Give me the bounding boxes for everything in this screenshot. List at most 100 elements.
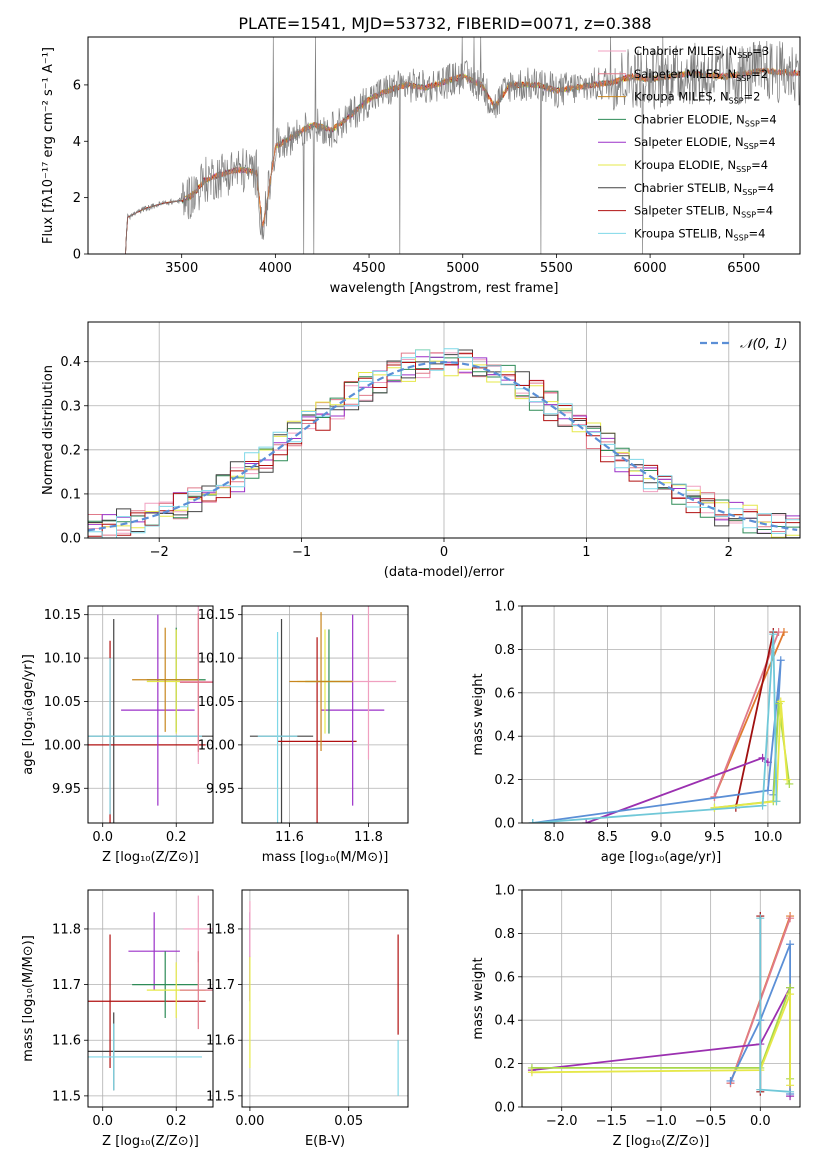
x-tick-label: 4500	[353, 261, 386, 276]
panels: 3500 4000 4500 5000 5500 6000 6500 0 2 4 6 waveleng…	[21, 36, 801, 1149]
x-tick-label: −1	[292, 545, 311, 560]
legend-label: Salpeter ELODIE, NSSP=4	[634, 135, 776, 151]
axis-frame	[87, 321, 801, 539]
axis-frame	[87, 889, 214, 1108]
x-tick-label: 5000	[446, 261, 479, 276]
legend-label: Salpeter MILES, NSSP=2	[634, 67, 768, 83]
x-tick-label: −1.0	[645, 1114, 677, 1129]
y-tick-label: 9.95	[52, 782, 81, 797]
y-tick-label: 0.2	[494, 1057, 515, 1072]
weight-series-line	[585, 756, 769, 823]
x-tick-label: 6000	[634, 261, 667, 276]
x-tick-label: −1.5	[596, 1114, 628, 1129]
y-tick-label: 0.0	[494, 817, 515, 832]
weight-point-marker	[756, 914, 765, 923]
x-axis-label: Z [log₁₀(Z/Z⊙)]	[613, 1134, 710, 1149]
weight-series-line	[531, 993, 791, 1086]
y-tick-label: 10.10	[198, 652, 235, 667]
axis-frame	[521, 889, 801, 1108]
y-tick-label: 11.8	[52, 922, 81, 937]
x-tick-label: 11.6	[275, 830, 304, 845]
panel-residuals: −2 −1 0 1 2 0.0 0.1 0.2 0.3 0.4 (data-model)/error…	[41, 321, 801, 580]
x-tick-label: 1	[582, 545, 590, 560]
x-tick-label: 11.8	[354, 830, 383, 845]
weight-point-marker	[785, 779, 794, 788]
x-tick-label: 0.05	[334, 1114, 363, 1129]
weight-point-marker	[769, 630, 778, 639]
plot-area	[528, 628, 794, 823]
x-tick-label: −2.0	[546, 1114, 578, 1129]
x-tick-label: 8.5	[597, 830, 618, 845]
x-axis-label: mass [log₁₀(M/M⊙)]	[262, 850, 389, 865]
y-tick-label: 11.8	[206, 922, 235, 937]
x-tick-label: 0.0	[92, 830, 113, 845]
x-tick-label: 2	[725, 545, 733, 560]
weight-series-line	[532, 660, 782, 823]
legend-label: Kroupa MILES, NSSP=2	[634, 90, 760, 106]
x-axis-label: (data-model)/error	[384, 565, 505, 580]
weight-point-marker	[776, 656, 785, 665]
plot-area	[88, 895, 213, 1091]
weight-point-marker	[582, 819, 591, 823]
y-tick-label: 2	[73, 191, 81, 206]
x-tick-label: 9.5	[704, 830, 725, 845]
plot-area	[88, 348, 800, 538]
axis-frame	[241, 889, 409, 1108]
panel-spectrum: 3500 4000 4500 5000 5500 6000 6500 0 2 4 6 waveleng…	[41, 36, 801, 296]
figure-title: PLATE=1541, MJD=53732, FIBERID=0071, z=0…	[238, 14, 651, 33]
observed-spectrum-line	[125, 37, 800, 254]
legend-label: Chabrier STELIB, NSSP=4	[634, 181, 774, 197]
y-tick-label: 0.0	[60, 532, 81, 547]
plot-area	[249, 606, 397, 823]
panel-weight_vs_age: 8.0 8.5 9.0 9.5 10.0 0.0 0.2 0.4 0.6 0.8 1.0 age [l…	[471, 600, 801, 865]
y-tick-label: 0.6	[494, 970, 515, 985]
x-axis-label: age [log₁₀(age/yr)]	[601, 850, 722, 865]
weight-point-marker	[726, 1076, 735, 1085]
x-tick-label: −2	[150, 545, 169, 560]
plot-area	[527, 912, 795, 1101]
y-axis-label: mass weight	[471, 957, 486, 1039]
legend-label: Kroupa ELODIE, NSSP=4	[634, 158, 768, 174]
legend-label: 𝒩(0, 1)	[740, 337, 787, 352]
y-tick-label: 0.4	[494, 1014, 515, 1029]
weight-point-marker	[786, 940, 795, 949]
x-axis-label: Z [log₁₀(Z/Z⊙)]	[102, 850, 199, 865]
y-tick-label: 1.0	[494, 884, 515, 899]
plot-area	[88, 606, 213, 823]
x-tick-label: 9.0	[651, 830, 672, 845]
weight-point-marker	[772, 797, 781, 806]
x-tick-label: 0.0	[92, 1114, 113, 1129]
weight-point-marker	[786, 914, 795, 923]
y-tick-label: 0.2	[494, 773, 515, 788]
x-tick-label: 5500	[540, 261, 573, 276]
y-tick-label: 11.7	[52, 978, 81, 993]
panel-mass_vs_ebv: 0.00 0.05 11.5 11.6 11.7 11.8 E(B-V)	[206, 889, 409, 1149]
y-axis-label: age [log₁₀(age/yr)]	[21, 654, 36, 775]
x-axis-label: Z [log₁₀(Z/Z⊙)]	[102, 1134, 199, 1149]
weight-point-marker	[786, 990, 795, 999]
axis-frame	[241, 605, 409, 824]
x-tick-label: 0.2	[166, 1114, 187, 1129]
spectrum-legend: Chabrier MILES, NSSP=3 Salpeter MILES, NS…	[598, 44, 777, 242]
legend-label: Salpeter STELIB, NSSP=4	[634, 204, 773, 220]
y-tick-label: 4	[73, 135, 81, 150]
weight-point-marker	[763, 786, 772, 795]
x-axis-label: E(B-V)	[305, 1134, 345, 1149]
axis-frame	[87, 36, 801, 255]
panel-mass_vs_z: 0.0 0.2 11.5 11.6 11.7 11.8 Z [log₁₀(Z/Z⊙)] mas…	[21, 889, 214, 1149]
weight-point-marker	[776, 697, 785, 706]
y-tick-label: 10.15	[44, 608, 81, 623]
y-tick-label: 10.00	[198, 738, 235, 753]
y-tick-label: 11.6	[52, 1034, 81, 1049]
y-tick-label: 11.7	[206, 978, 235, 993]
y-axis-label: mass weight	[471, 673, 486, 755]
y-tick-label: 0	[73, 248, 81, 263]
y-tick-label: 10.00	[44, 738, 81, 753]
y-tick-label: 0.8	[494, 643, 515, 658]
panel-age_vs_z: 0.0 0.2 9.95 10.00 10.05 10.10 10.15 Z [log₁₀(Z…	[21, 605, 214, 865]
y-tick-label: 10.10	[44, 652, 81, 667]
x-axis-label: wavelength [Angstrom, rest frame]	[330, 281, 559, 296]
weight-series-line	[734, 631, 775, 808]
y-tick-label: 9.95	[206, 782, 235, 797]
x-tick-label: −0.5	[695, 1114, 727, 1129]
